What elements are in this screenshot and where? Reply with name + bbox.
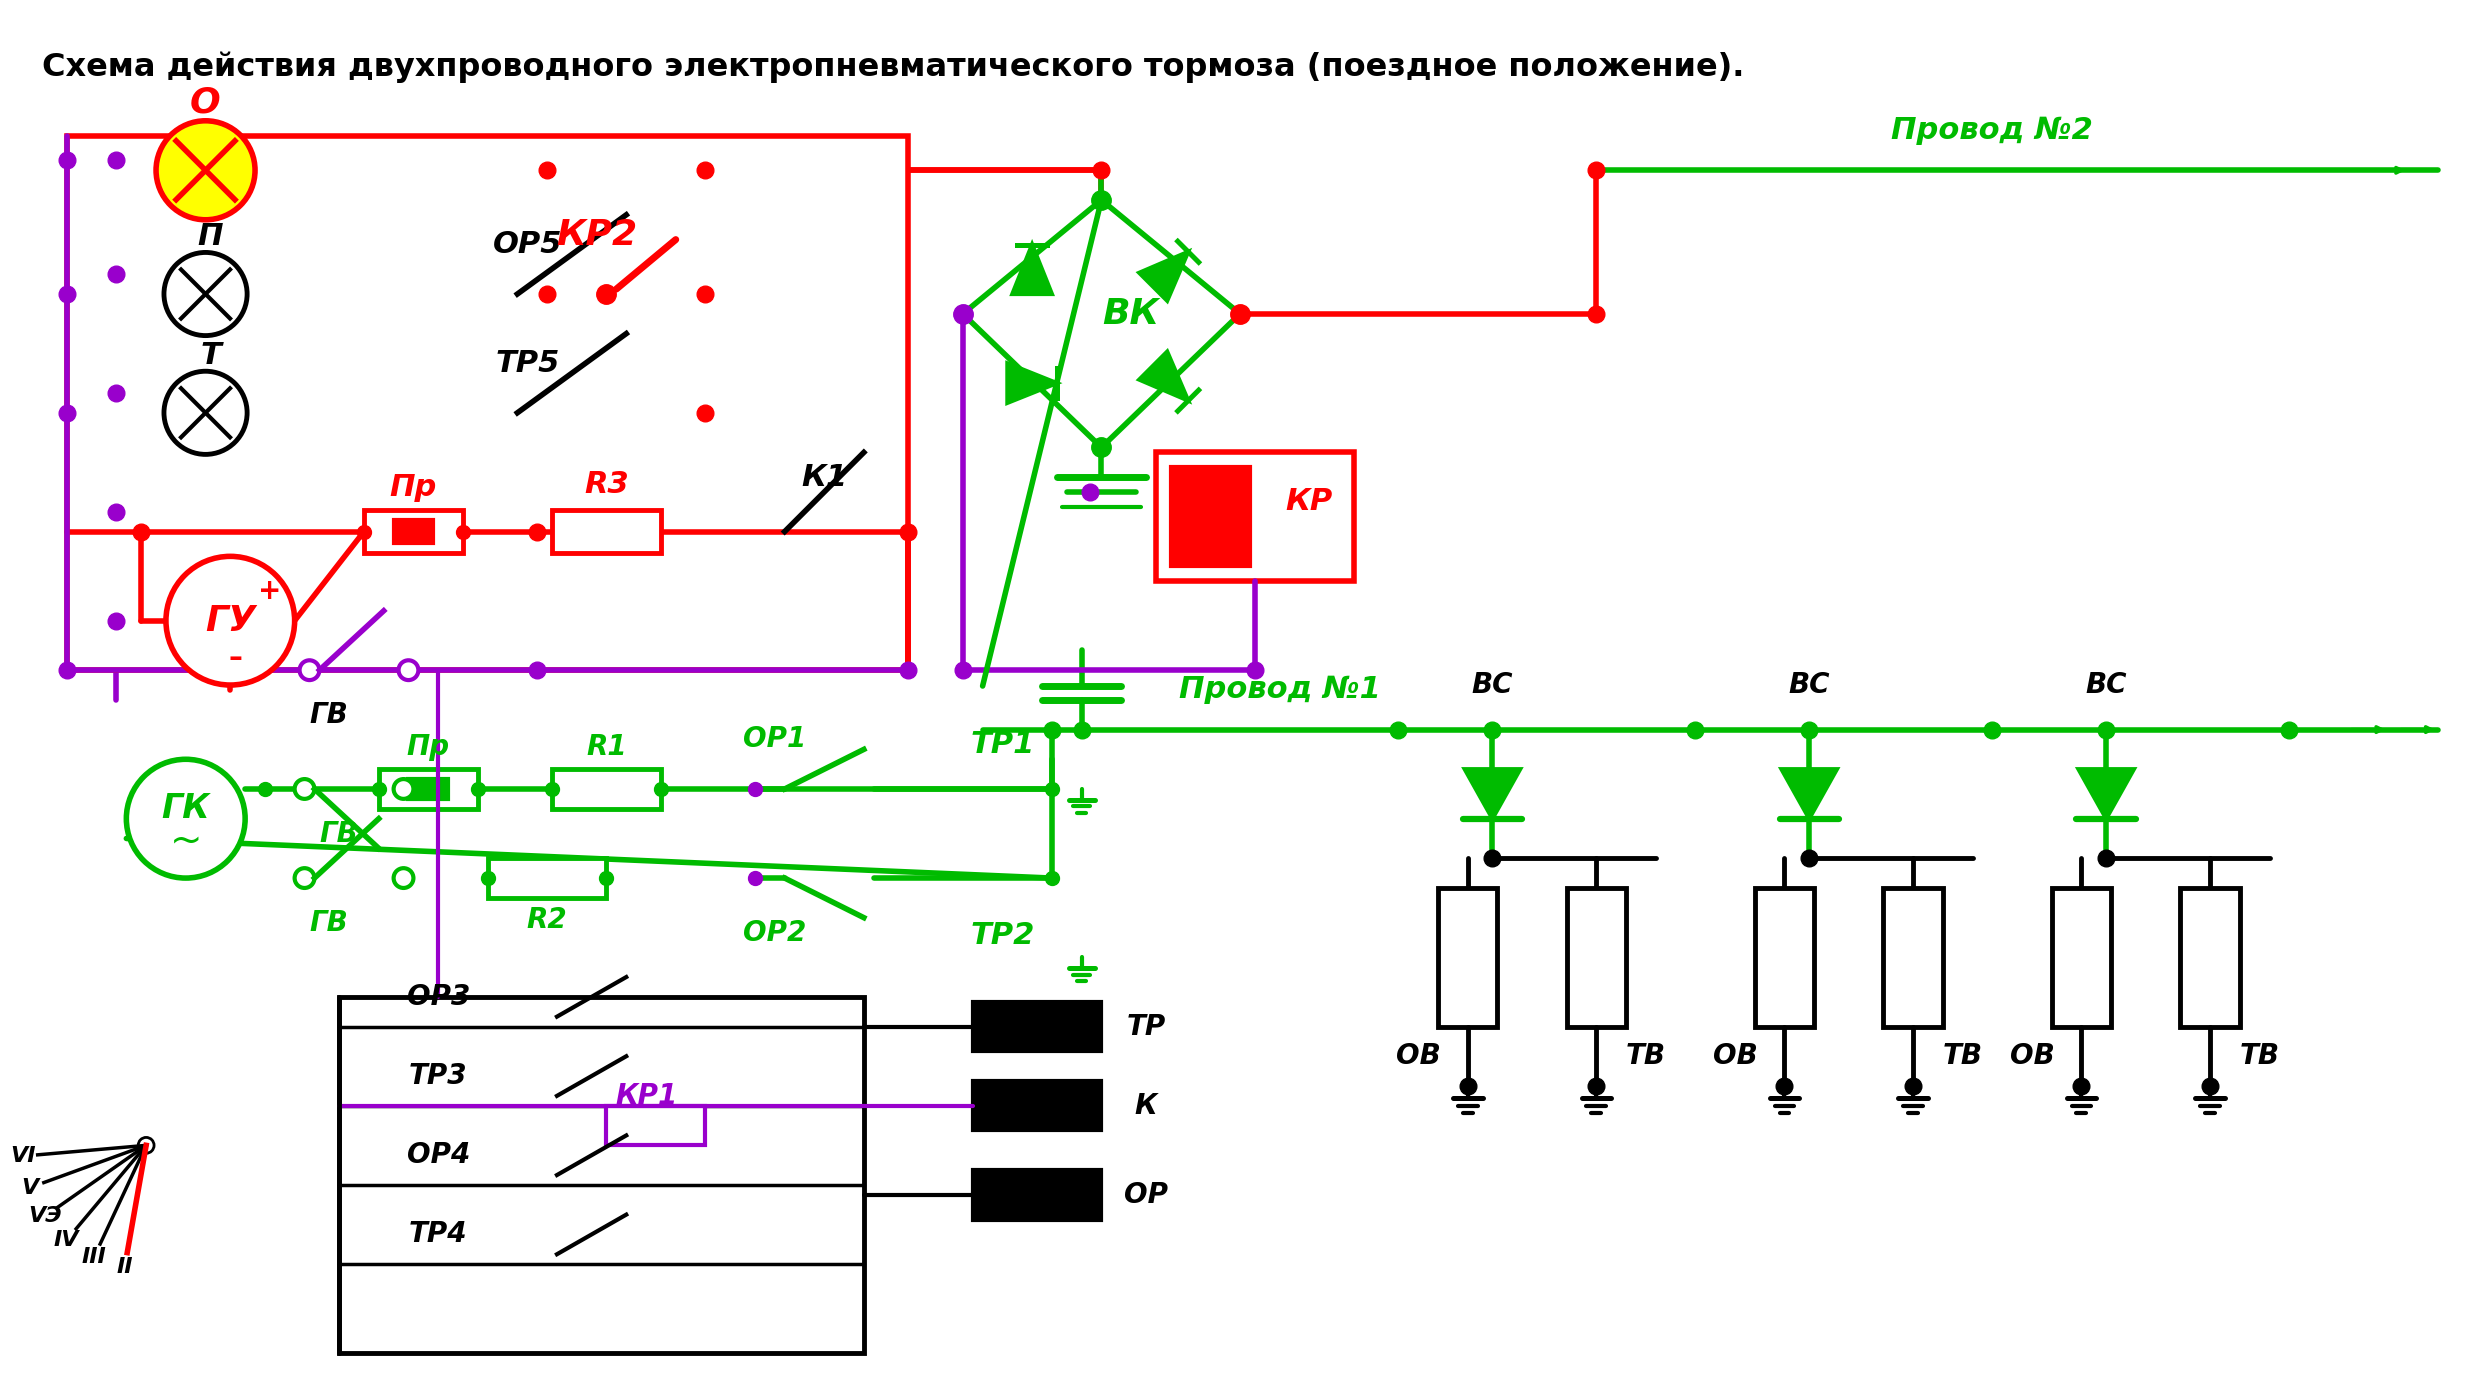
Text: R1: R1 — [585, 734, 627, 761]
Text: Пр: Пр — [407, 734, 449, 761]
Bar — [394, 519, 434, 544]
Bar — [379, 770, 479, 808]
Text: ОР4: ОР4 — [407, 1142, 469, 1169]
Bar — [1156, 453, 1354, 581]
Text: ВС: ВС — [1788, 671, 1830, 700]
Text: К: К — [1136, 1092, 1158, 1120]
Bar — [67, 135, 908, 671]
Text: R3: R3 — [585, 470, 630, 498]
Text: П: П — [198, 222, 223, 251]
Bar — [553, 509, 660, 554]
Bar — [972, 1081, 1101, 1131]
Circle shape — [394, 779, 414, 799]
Bar — [1882, 888, 1942, 1027]
Text: ВС: ВС — [1471, 671, 1513, 700]
Text: Провод №2: Провод №2 — [1892, 116, 2093, 145]
Text: +: + — [258, 577, 283, 605]
Text: ТР2: ТР2 — [970, 921, 1034, 950]
Text: О: О — [191, 85, 221, 120]
Text: ~: ~ — [169, 822, 201, 859]
Text: IV: IV — [55, 1230, 79, 1250]
Circle shape — [156, 121, 255, 220]
Polygon shape — [1007, 364, 1056, 403]
Text: –: – — [228, 644, 243, 672]
Circle shape — [394, 868, 414, 888]
Bar — [340, 997, 863, 1354]
Polygon shape — [1138, 351, 1188, 401]
Polygon shape — [1138, 252, 1188, 300]
Bar — [608, 1106, 704, 1146]
Circle shape — [399, 661, 419, 680]
Text: V: V — [22, 1177, 40, 1198]
Bar — [489, 858, 608, 898]
Circle shape — [300, 661, 320, 680]
Text: ТВ: ТВ — [1942, 1042, 1982, 1070]
Polygon shape — [1466, 770, 1520, 819]
Text: ТВ: ТВ — [1627, 1042, 1667, 1070]
Text: ТР3: ТР3 — [409, 1062, 466, 1091]
Bar — [2051, 888, 2110, 1027]
Bar — [553, 770, 660, 808]
Text: ОР1: ОР1 — [744, 726, 806, 753]
Bar — [409, 779, 449, 799]
Text: Пр: Пр — [389, 472, 436, 501]
Circle shape — [164, 252, 248, 336]
Text: ВС: ВС — [2086, 671, 2128, 700]
Circle shape — [139, 1137, 154, 1154]
Text: Провод №1: Провод №1 — [1178, 676, 1381, 705]
Text: VI: VI — [10, 1146, 35, 1166]
Polygon shape — [1012, 245, 1052, 295]
Text: КР2: КР2 — [556, 218, 637, 252]
Text: II: II — [117, 1257, 134, 1278]
Bar — [1438, 888, 1498, 1027]
Text: ОВ: ОВ — [2009, 1042, 2053, 1070]
Bar — [972, 1170, 1101, 1220]
Bar — [1756, 888, 1815, 1027]
Text: К1: К1 — [801, 463, 848, 492]
Text: ОВ: ОВ — [1714, 1042, 1758, 1070]
Circle shape — [126, 759, 246, 879]
Polygon shape — [1781, 770, 1838, 819]
Text: ВК: ВК — [1104, 297, 1161, 330]
Text: Т: Т — [201, 341, 221, 370]
Text: ОР3: ОР3 — [407, 983, 469, 1011]
Text: III: III — [82, 1248, 107, 1267]
Text: ГУ: ГУ — [206, 603, 255, 638]
Text: ОР5: ОР5 — [494, 230, 563, 259]
Text: ГВ: ГВ — [310, 701, 350, 728]
Circle shape — [164, 372, 248, 454]
Text: КР: КР — [1285, 487, 1332, 516]
Text: ГВ: ГВ — [320, 819, 360, 847]
Bar — [972, 1002, 1101, 1051]
Text: ТР1: ТР1 — [970, 730, 1034, 759]
Bar — [365, 509, 464, 554]
Text: R2: R2 — [526, 906, 568, 934]
Text: ОР: ОР — [1123, 1181, 1168, 1209]
Text: ТР4: ТР4 — [409, 1220, 466, 1249]
Polygon shape — [2078, 770, 2133, 819]
Text: ТВ: ТВ — [2239, 1042, 2279, 1070]
Text: ОР2: ОР2 — [744, 918, 806, 946]
Text: ГВ: ГВ — [310, 909, 350, 936]
Text: ГК: ГК — [161, 792, 211, 825]
Text: ТР: ТР — [1126, 1012, 1166, 1041]
Text: КР1: КР1 — [615, 1082, 677, 1110]
Bar — [1171, 467, 1250, 566]
Text: VЭ: VЭ — [27, 1206, 62, 1227]
Text: ОВ: ОВ — [1396, 1042, 1441, 1070]
Circle shape — [295, 779, 315, 799]
Circle shape — [295, 868, 315, 888]
Circle shape — [166, 556, 295, 684]
Bar — [2180, 888, 2239, 1027]
Text: ТР5: ТР5 — [496, 348, 560, 377]
Text: Схема действия двухпроводного электропневматического тормоза (поездное положение: Схема действия двухпроводного электропне… — [42, 51, 1743, 83]
Bar — [1567, 888, 1627, 1027]
